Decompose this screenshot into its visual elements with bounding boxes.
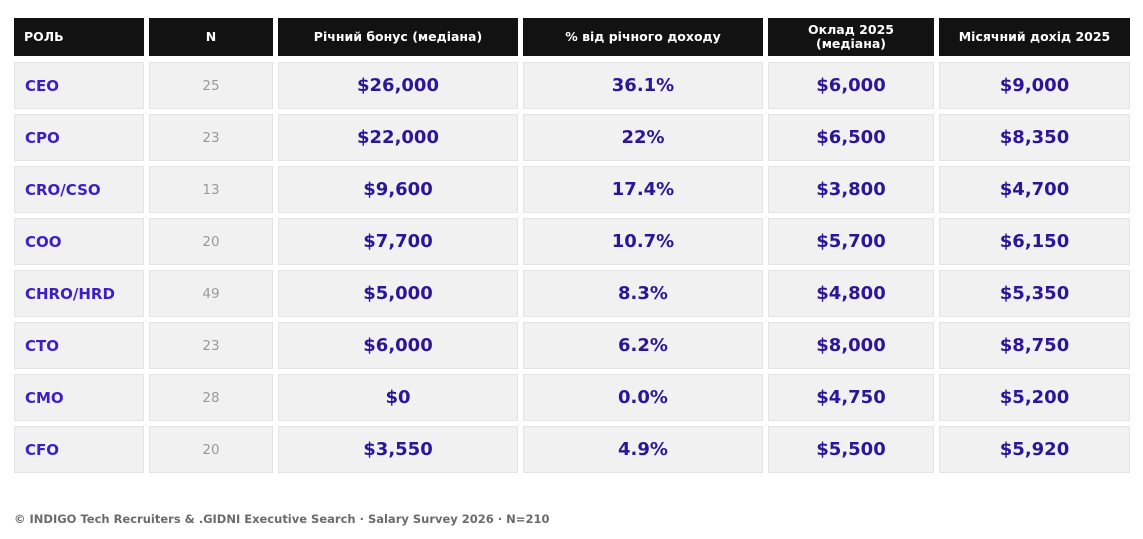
cell-monthly: $6,150 — [939, 218, 1130, 265]
table-row: CMO 28 $0 0.0% $4,750 $5,200 — [14, 374, 1130, 421]
header-salary-2025: Оклад 2025 (медіана) — [768, 18, 934, 56]
table-row: CRO/CSO 13 $9,600 17.4% $3,800 $4,700 — [14, 166, 1130, 213]
table-row: COO 20 $7,700 10.7% $5,700 $6,150 — [14, 218, 1130, 265]
cell-salary: $4,750 — [768, 374, 934, 421]
header-n: N — [149, 18, 273, 56]
cell-role: COO — [14, 218, 144, 265]
header-monthly-income-2025: Місячний дохід 2025 — [939, 18, 1130, 56]
cell-percent: 6.2% — [523, 322, 763, 369]
header-annual-bonus: Річний бонус (медіана) — [278, 18, 518, 56]
cell-percent: 10.7% — [523, 218, 763, 265]
cell-bonus: $7,700 — [278, 218, 518, 265]
table-row: CPO 23 $22,000 22% $6,500 $8,350 — [14, 114, 1130, 161]
cell-bonus: $26,000 — [278, 62, 518, 109]
cell-salary: $8,000 — [768, 322, 934, 369]
table-row: CHRO/HRD 49 $5,000 8.3% $4,800 $5,350 — [14, 270, 1130, 317]
cell-monthly: $5,200 — [939, 374, 1130, 421]
cell-monthly: $8,350 — [939, 114, 1130, 161]
cell-bonus: $9,600 — [278, 166, 518, 213]
cell-n: 20 — [149, 218, 273, 265]
cell-bonus: $5,000 — [278, 270, 518, 317]
cell-bonus: $22,000 — [278, 114, 518, 161]
cell-monthly: $8,750 — [939, 322, 1130, 369]
cell-role: CEO — [14, 62, 144, 109]
cell-salary: $4,800 — [768, 270, 934, 317]
cell-salary: $5,700 — [768, 218, 934, 265]
cell-role: CPO — [14, 114, 144, 161]
cell-bonus: $6,000 — [278, 322, 518, 369]
cell-n: 20 — [149, 426, 273, 473]
cell-role: CHRO/HRD — [14, 270, 144, 317]
cell-role: CFO — [14, 426, 144, 473]
cell-role: CRO/CSO — [14, 166, 144, 213]
cell-salary: $3,800 — [768, 166, 934, 213]
cell-percent: 22% — [523, 114, 763, 161]
cell-n: 25 — [149, 62, 273, 109]
table-row: CFO 20 $3,550 4.9% $5,500 $5,920 — [14, 426, 1130, 473]
cell-salary: $5,500 — [768, 426, 934, 473]
copyright-footer: © INDIGO Tech Recruiters & .GIDNI Execut… — [14, 512, 550, 526]
cell-bonus: $0 — [278, 374, 518, 421]
cell-n: 23 — [149, 322, 273, 369]
salary-table: РОЛЬ N Річний бонус (медіана) % від річн… — [14, 18, 1130, 478]
table-header-row: РОЛЬ N Річний бонус (медіана) % від річн… — [14, 18, 1130, 56]
header-role: РОЛЬ — [14, 18, 144, 56]
table-row: CTO 23 $6,000 6.2% $8,000 $8,750 — [14, 322, 1130, 369]
cell-percent: 8.3% — [523, 270, 763, 317]
cell-role: CMO — [14, 374, 144, 421]
table-row: CEO 25 $26,000 36.1% $6,000 $9,000 — [14, 62, 1130, 109]
cell-n: 49 — [149, 270, 273, 317]
header-percent-of-income: % від річного доходу — [523, 18, 763, 56]
cell-bonus: $3,550 — [278, 426, 518, 473]
cell-salary: $6,000 — [768, 62, 934, 109]
cell-percent: 4.9% — [523, 426, 763, 473]
cell-monthly: $9,000 — [939, 62, 1130, 109]
cell-n: 13 — [149, 166, 273, 213]
cell-role: CTO — [14, 322, 144, 369]
cell-percent: 36.1% — [523, 62, 763, 109]
cell-monthly: $4,700 — [939, 166, 1130, 213]
cell-n: 28 — [149, 374, 273, 421]
cell-monthly: $5,350 — [939, 270, 1130, 317]
cell-salary: $6,500 — [768, 114, 934, 161]
cell-monthly: $5,920 — [939, 426, 1130, 473]
cell-percent: 0.0% — [523, 374, 763, 421]
cell-n: 23 — [149, 114, 273, 161]
cell-percent: 17.4% — [523, 166, 763, 213]
